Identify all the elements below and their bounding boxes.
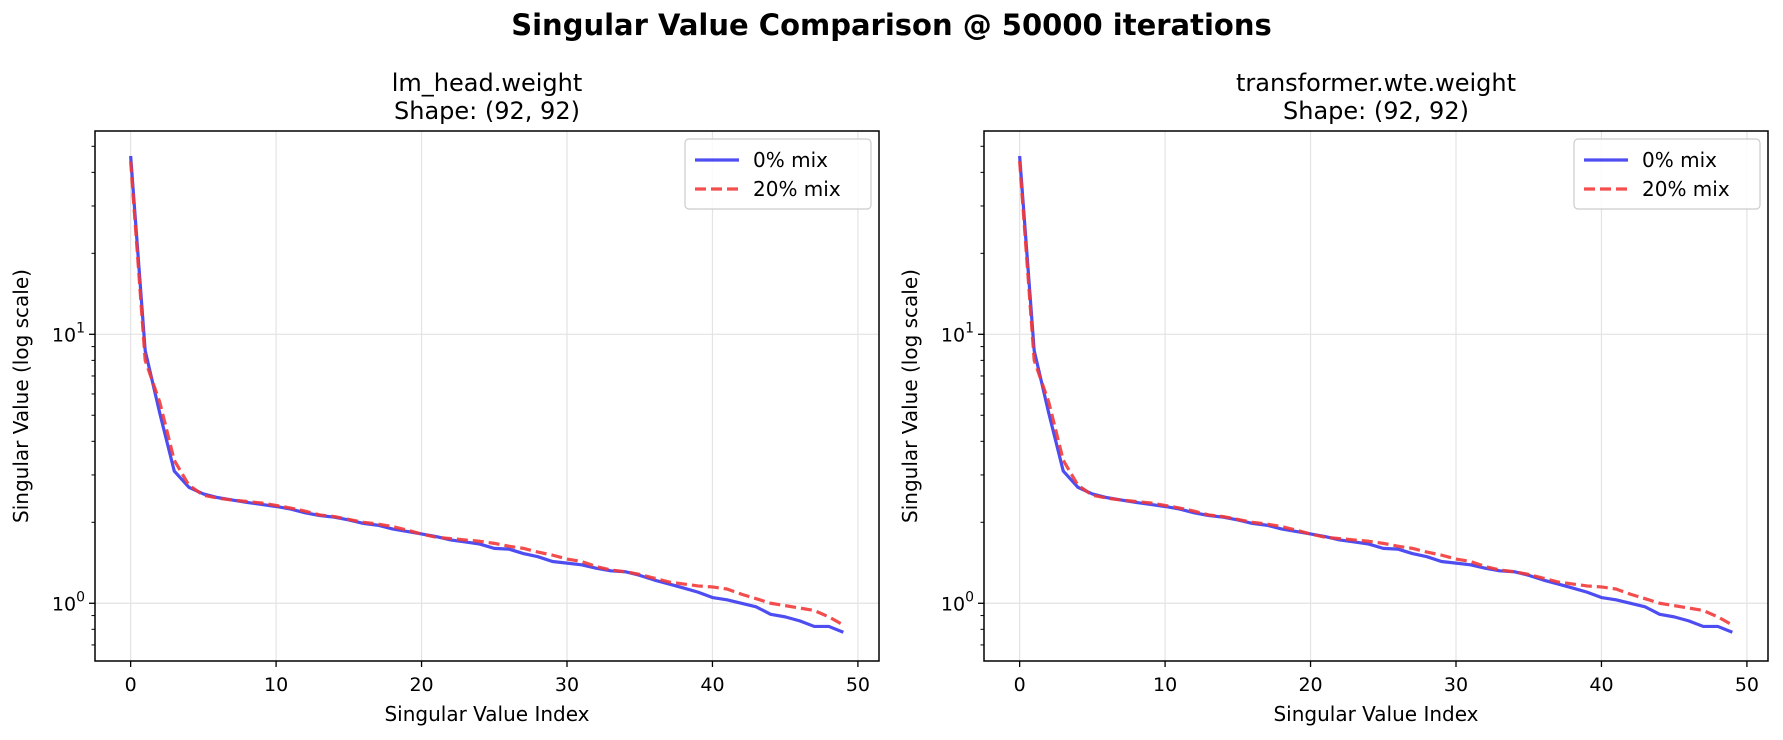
panel-subtitle: Shape: (92, 92) — [1283, 97, 1469, 125]
series-line-baseline — [129, 155, 844, 634]
x-tick-label: 20 — [409, 674, 433, 696]
plot-frame — [94, 130, 880, 662]
legend-box — [684, 138, 872, 210]
legend-label-1: 0% mix — [753, 148, 828, 172]
y-axis-label: Singular Value (log scale) — [898, 269, 922, 523]
series-line-mix — [129, 161, 845, 627]
x-tick-label: 0 — [1014, 674, 1026, 696]
legend-box — [1573, 138, 1761, 210]
x-tick-label: 30 — [1444, 674, 1468, 696]
legend-label-2: 20% mix — [1642, 177, 1730, 201]
x-tick-label: 50 — [1735, 674, 1759, 696]
panel-title: lm_head.weight — [392, 69, 583, 97]
x-tick-label: 50 — [846, 674, 870, 696]
x-tick-label: 0 — [125, 674, 137, 696]
x-tick-label: 30 — [555, 674, 579, 696]
y-axis-label: Singular Value (log scale) — [9, 269, 33, 523]
x-axis-label: Singular Value Index — [384, 702, 589, 726]
y-tick-label: 100 — [52, 589, 85, 615]
figure-title: Singular Value Comparison @ 50000 iterat… — [511, 8, 1272, 42]
x-tick-label: 40 — [1589, 674, 1613, 696]
x-tick-label: 10 — [1153, 674, 1177, 696]
series-line-mix — [1018, 161, 1734, 627]
series-line-baseline — [1018, 155, 1733, 634]
x-axis-label: Singular Value Index — [1273, 702, 1478, 726]
panel-title: transformer.wte.weight — [1236, 69, 1516, 97]
y-tick-label: 100 — [941, 589, 974, 615]
x-tick-label: 10 — [264, 674, 288, 696]
x-tick-label: 20 — [1298, 674, 1322, 696]
legend-label-2: 20% mix — [753, 177, 841, 201]
y-tick-label: 101 — [941, 320, 974, 346]
legend-label-1: 0% mix — [1642, 148, 1717, 172]
plot-frame — [983, 130, 1769, 662]
panel-subtitle: Shape: (92, 92) — [394, 97, 580, 125]
y-tick-label: 101 — [52, 320, 85, 346]
x-tick-label: 40 — [700, 674, 724, 696]
